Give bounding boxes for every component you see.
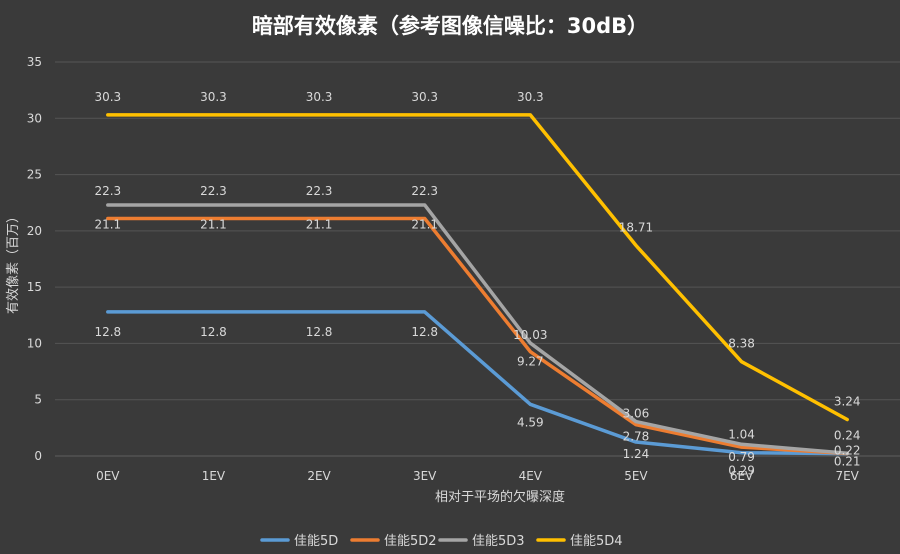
data-label: 0.29	[728, 464, 755, 478]
data-label: 30.3	[306, 90, 333, 104]
data-label: 12.8	[306, 325, 333, 339]
y-tick-label: 30	[27, 111, 42, 125]
x-tick-label: 5EV	[624, 469, 648, 483]
y-tick-label: 15	[27, 280, 42, 294]
x-tick-label: 1EV	[202, 469, 226, 483]
data-label: 30.3	[411, 90, 438, 104]
x-axis-ticks: 0EV 1EV 2EV 3EV 4EV 5EV 6EV 7EV	[96, 469, 860, 483]
data-label: 22.3	[200, 184, 227, 198]
data-label: 0.21	[834, 455, 861, 469]
y-tick-label: 20	[27, 224, 42, 238]
data-label: 8.38	[728, 337, 755, 351]
data-label: 22.3	[306, 184, 333, 198]
series-line-4	[106, 113, 849, 422]
data-label: 21.1	[411, 217, 438, 231]
y-tick-label: 25	[27, 168, 42, 182]
data-label: 21.1	[306, 217, 333, 231]
data-label: 1.04	[728, 427, 755, 441]
data-label: 12.8	[94, 325, 121, 339]
y-axis-ticks: 0 5 10 15 20 25 30 35	[27, 55, 42, 463]
data-label: 21.1	[200, 217, 227, 231]
data-label: 30.3	[517, 90, 544, 104]
x-tick-label: 2EV	[307, 469, 331, 483]
y-tick-label: 0	[34, 449, 42, 463]
legend-entry: 佳能5D	[294, 534, 338, 549]
x-axis-label: 相对于平场的欠曝深度	[435, 489, 565, 505]
data-label: 30.3	[200, 90, 227, 104]
data-label: 22.3	[94, 184, 121, 198]
x-tick-label: 0EV	[96, 469, 120, 483]
data-label: 3.24	[834, 395, 861, 409]
data-label: 18.71	[619, 220, 653, 234]
x-tick-label: 6EV	[730, 469, 754, 483]
series-lines	[106, 113, 849, 456]
y-axis-label: 有效像素（百万）	[6, 210, 21, 314]
series-line-2	[106, 216, 849, 456]
data-labels: 12.8 12.8 12.8 12.8 4.59 1.24 0.29 0.21 21.1 21.1…	[94, 90, 860, 478]
gridlines	[55, 61, 900, 457]
legend: 佳能5D 佳能5D2 佳能5D3 佳能5D4	[260, 534, 623, 549]
data-label: 0.79	[728, 450, 755, 464]
y-tick-label: 35	[27, 55, 42, 69]
series-line-3	[106, 203, 849, 456]
data-label: 12.8	[200, 325, 227, 339]
data-label: 3.06	[623, 407, 650, 421]
data-label: 21.1	[94, 217, 121, 231]
data-label: 9.27	[517, 355, 544, 369]
x-tick-label: 7EV	[835, 469, 859, 483]
chart-title: 暗部有效像素（参考图像信噪比：30dB）	[252, 14, 648, 38]
data-label: 4.59	[517, 415, 544, 429]
series-line-1	[106, 310, 849, 456]
y-tick-label: 10	[27, 336, 42, 350]
data-label: 12.8	[411, 325, 438, 339]
legend-entry: 佳能5D2	[384, 534, 437, 549]
x-tick-label: 3EV	[413, 469, 437, 483]
data-label: 22.3	[411, 184, 438, 198]
data-label: 0.22	[834, 444, 861, 458]
data-label: 2.78	[623, 430, 650, 444]
legend-entry: 佳能5D3	[472, 534, 525, 549]
x-tick-label: 4EV	[519, 469, 543, 483]
data-label: 0.24	[834, 428, 861, 442]
data-label: 1.24	[623, 447, 650, 461]
y-tick-label: 5	[34, 393, 42, 407]
data-label: 30.3	[94, 90, 121, 104]
legend-entry: 佳能5D4	[570, 534, 623, 549]
data-label: 10.03	[513, 328, 547, 342]
